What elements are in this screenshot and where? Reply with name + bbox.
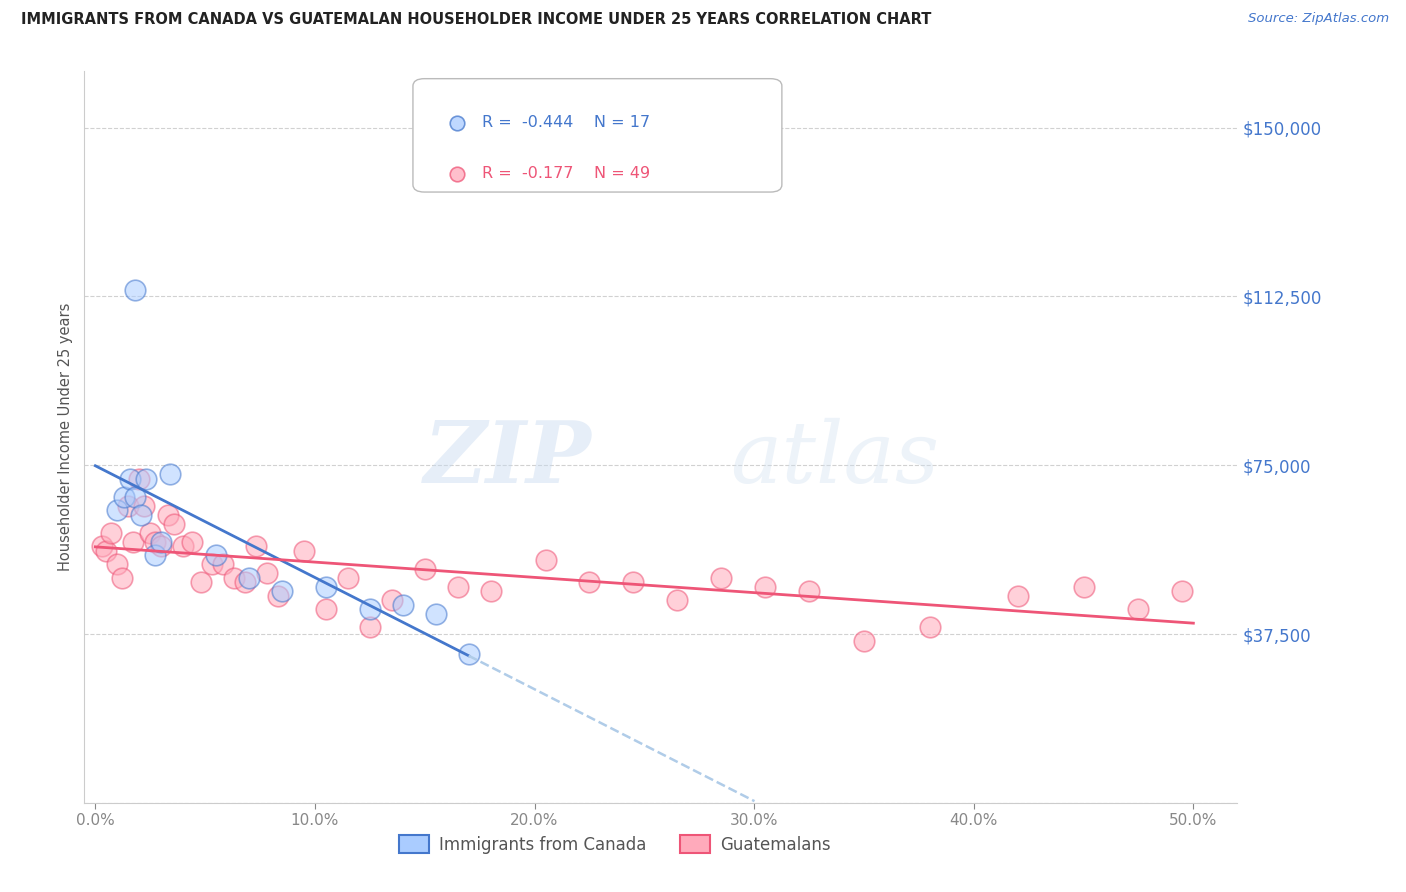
- Point: [245, 539, 267, 553]
- Point: [121, 534, 143, 549]
- Point: [131, 508, 153, 522]
- Point: [201, 558, 224, 572]
- Point: [105, 503, 128, 517]
- Point: [91, 796, 114, 810]
- Point: [1007, 589, 1029, 603]
- Text: ZIP: ZIP: [423, 417, 592, 500]
- Point: [315, 580, 337, 594]
- Point: [918, 620, 941, 634]
- Point: [666, 593, 689, 607]
- Point: [621, 575, 644, 590]
- Point: [710, 571, 733, 585]
- Point: [425, 607, 447, 621]
- Point: [181, 534, 204, 549]
- Point: [112, 490, 135, 504]
- Text: IMMIGRANTS FROM CANADA VS GUATEMALAN HOUSEHOLDER INCOME UNDER 25 YEARS CORRELATI: IMMIGRANTS FROM CANADA VS GUATEMALAN HOU…: [21, 12, 931, 27]
- Point: [132, 499, 155, 513]
- Text: atlas: atlas: [730, 417, 939, 500]
- Point: [457, 647, 479, 661]
- Point: [359, 620, 381, 634]
- Point: [754, 580, 776, 594]
- Point: [150, 539, 173, 553]
- Point: [1128, 602, 1150, 616]
- Point: [852, 633, 875, 648]
- Point: [143, 534, 166, 549]
- Text: R =  -0.444    N = 17: R = -0.444 N = 17: [482, 115, 650, 130]
- Text: Source: ZipAtlas.com: Source: ZipAtlas.com: [1249, 12, 1389, 25]
- Point: [336, 571, 359, 585]
- Point: [190, 575, 212, 590]
- Point: [172, 539, 194, 553]
- Point: [233, 575, 256, 590]
- Point: [413, 562, 436, 576]
- Point: [163, 516, 186, 531]
- Point: [447, 580, 470, 594]
- Point: [96, 543, 118, 558]
- Point: [135, 472, 157, 486]
- Point: [222, 571, 245, 585]
- FancyBboxPatch shape: [413, 78, 782, 192]
- Point: [534, 553, 557, 567]
- Point: [117, 499, 139, 513]
- Text: R =  -0.177    N = 49: R = -0.177 N = 49: [482, 166, 650, 181]
- Point: [578, 575, 600, 590]
- Point: [91, 796, 114, 810]
- Point: [479, 584, 502, 599]
- Point: [381, 593, 404, 607]
- Point: [124, 283, 146, 297]
- Point: [211, 558, 233, 572]
- Point: [797, 584, 820, 599]
- Point: [128, 472, 150, 486]
- Point: [1073, 580, 1095, 594]
- Point: [1171, 584, 1194, 599]
- Point: [315, 602, 337, 616]
- Point: [90, 539, 112, 553]
- Point: [292, 543, 315, 558]
- Point: [266, 589, 288, 603]
- Point: [105, 558, 128, 572]
- Point: [238, 571, 260, 585]
- Point: [100, 525, 122, 540]
- Point: [139, 525, 162, 540]
- Point: [391, 598, 413, 612]
- Legend: Immigrants from Canada, Guatemalans: Immigrants from Canada, Guatemalans: [392, 829, 837, 860]
- Point: [111, 571, 134, 585]
- Point: [156, 508, 179, 522]
- Point: [159, 467, 181, 482]
- Point: [143, 548, 166, 562]
- Point: [359, 602, 381, 616]
- Point: [256, 566, 278, 581]
- Point: [150, 534, 173, 549]
- Point: [271, 584, 294, 599]
- Y-axis label: Householder Income Under 25 years: Householder Income Under 25 years: [58, 303, 73, 571]
- Point: [124, 490, 146, 504]
- Point: [205, 548, 228, 562]
- Point: [120, 472, 142, 486]
